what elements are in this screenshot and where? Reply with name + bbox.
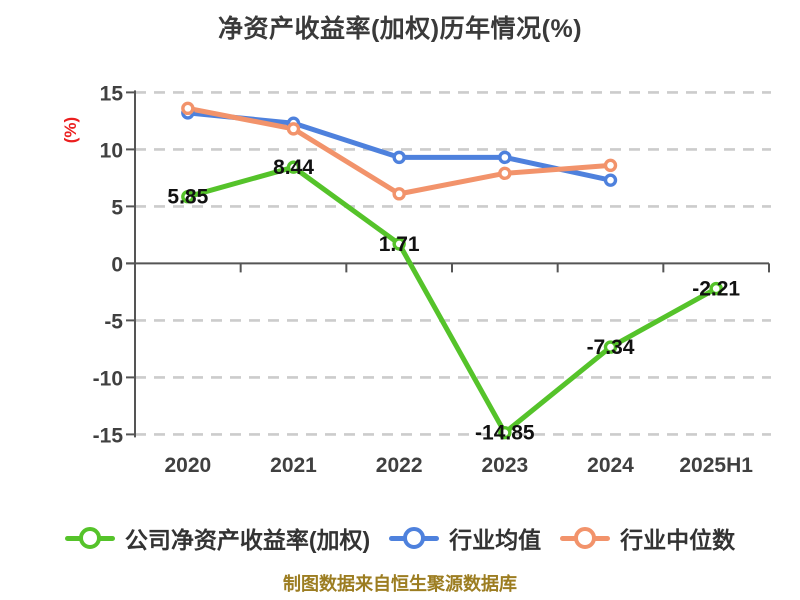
data-point <box>603 173 618 187</box>
data-point <box>286 122 301 136</box>
data-point <box>498 425 512 440</box>
legend-label: 行业中位数 <box>620 527 736 553</box>
legend-marker-orange-icon <box>560 527 611 549</box>
x-tick-label: 2023 <box>481 454 528 477</box>
data-point <box>286 160 301 174</box>
data-point <box>709 281 723 296</box>
data-point-label: -2.21 <box>692 278 740 301</box>
chart-title: 净资产收益率(加权)历年情况(%) <box>217 15 583 43</box>
data-source-note: 制图数据来自恒生聚源数据库 <box>283 574 517 594</box>
data-point <box>181 190 195 204</box>
x-tick-label: 2024 <box>587 454 634 477</box>
data-point-label: 1.71 <box>379 233 420 256</box>
legend-item-company-roe[interactable]: 公司净资产收益率(加权) <box>64 521 371 555</box>
y-tick-label: 5 <box>111 196 123 219</box>
chart-legend: 公司净资产收益率(加权) 行业均值 行业中位数 <box>0 518 800 558</box>
series-line <box>185 164 719 436</box>
data-point-label: -14.85 <box>475 422 535 445</box>
legend-item-industry-mean[interactable]: 行业均值 <box>389 521 541 555</box>
legend-label: 行业均值 <box>449 527 542 553</box>
data-point <box>392 187 406 201</box>
legend-item-industry-median[interactable]: 行业中位数 <box>560 521 735 555</box>
data-point-label: 8.44 <box>273 156 314 179</box>
data-point <box>603 158 618 173</box>
legend-marker-blue-icon <box>389 527 440 549</box>
data-point <box>498 150 512 165</box>
y-tick-label: -5 <box>104 310 123 333</box>
x-tick-label: 2025H1 <box>679 454 753 477</box>
x-tick-label: 2021 <box>270 454 317 477</box>
legend-marker-green-icon <box>64 527 115 549</box>
data-point <box>603 340 618 354</box>
data-point-label: -7.34 <box>587 336 635 359</box>
data-point <box>498 166 512 181</box>
data-point-label: 5.85 <box>167 186 208 209</box>
y-tick-label: 10 <box>100 139 123 162</box>
y-tick-label: 15 <box>100 82 124 105</box>
legend-label: 公司净资产收益率(加权) <box>124 527 371 553</box>
data-point <box>181 101 195 116</box>
x-tick-label: 2022 <box>376 454 423 477</box>
x-tick-label: 2020 <box>164 454 211 477</box>
y-tick-label: -10 <box>93 367 123 390</box>
y-tick-label: -15 <box>93 424 124 447</box>
y-tick-label: 0 <box>111 253 123 276</box>
data-point <box>392 237 406 251</box>
data-point <box>392 150 406 165</box>
